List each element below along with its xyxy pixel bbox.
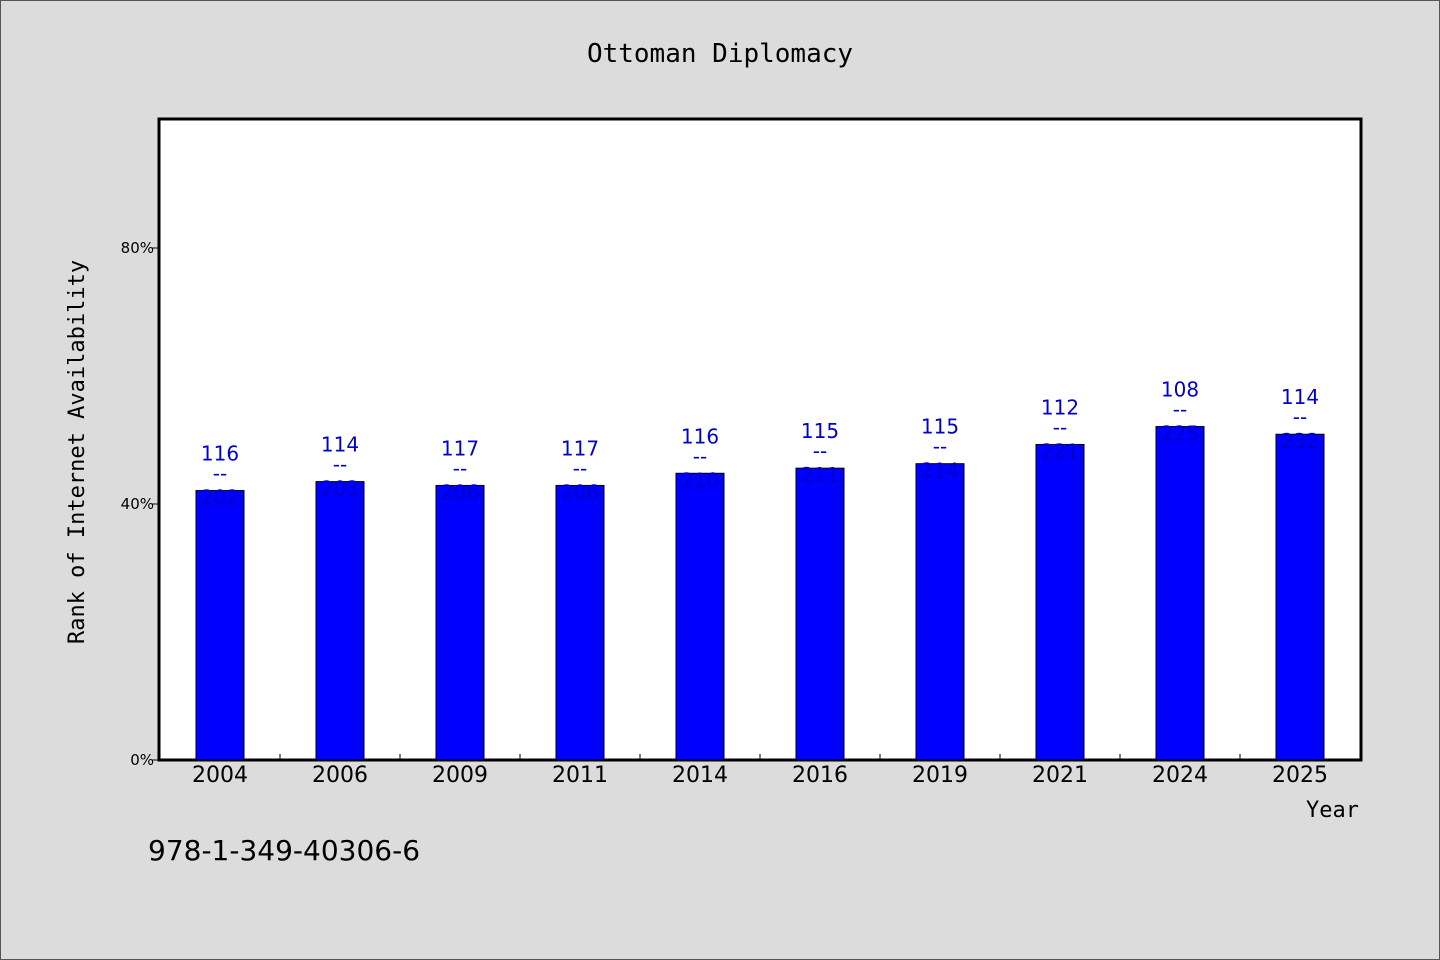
data-label-bottom: 206 — [441, 480, 479, 504]
x-tick-label: 2021 — [1032, 763, 1088, 788]
data-label-top: 114 — [1281, 385, 1319, 409]
x-axis: 2004 2006 2009 2011 2014 2016 2019 2021 2024 2025 — [192, 754, 1328, 788]
data-label-top: 117 — [561, 436, 599, 460]
x-tick-label: 2009 — [432, 763, 488, 788]
data-label-sep: -- — [573, 456, 587, 480]
data-label-2011: 117--206 — [561, 436, 599, 504]
bar-2024 — [1155, 426, 1205, 761]
bar-2009 — [435, 484, 485, 761]
x-tick-label: 2025 — [1272, 763, 1328, 788]
data-label-sep: -- — [1293, 405, 1307, 429]
x-tick-label: 2004 — [192, 763, 248, 788]
data-label-bottom: 214 — [921, 459, 959, 483]
data-label-sep: -- — [213, 462, 227, 486]
chart-title: Ottoman Diplomacy — [587, 39, 853, 69]
bar-2019 — [915, 463, 965, 761]
y-tick-label: 80% — [121, 239, 154, 257]
y-axis: 0% 40% 80% — [121, 239, 160, 769]
y-axis-label: Rank of Internet Availability — [65, 260, 90, 644]
data-label-sep: -- — [1173, 398, 1187, 422]
data-label-sep: -- — [813, 439, 827, 463]
x-tick-label: 2006 — [312, 763, 368, 788]
data-label-2025: 114--232 — [1281, 385, 1319, 453]
data-label-top: 108 — [1161, 378, 1199, 402]
data-label-bottom: 203 — [321, 477, 359, 501]
x-tick-label: 2024 — [1152, 763, 1208, 788]
data-label-sep: -- — [933, 435, 947, 459]
data-label-2009: 117--206 — [441, 436, 479, 504]
y-tick-label: 0% — [130, 751, 154, 769]
data-label-bottom: 210 — [681, 468, 719, 492]
data-label-top: 116 — [681, 424, 719, 448]
x-tick-label: 2011 — [552, 763, 608, 788]
data-label-bottom: 202 — [201, 486, 239, 510]
data-label-2006: 114--203 — [321, 433, 359, 501]
x-tick-label: 2019 — [912, 763, 968, 788]
bar-2016 — [795, 467, 845, 761]
data-label-2021: 112--221 — [1041, 395, 1079, 463]
x-tick-label: 2016 — [792, 763, 848, 788]
data-label-top: 114 — [321, 433, 359, 457]
data-label-sep: -- — [453, 456, 467, 480]
x-tick-label: 2014 — [672, 763, 728, 788]
data-label-bottom: 221 — [1041, 439, 1079, 463]
data-label-2016: 115--211 — [801, 419, 839, 487]
data-label-2024: 108--225 — [1161, 378, 1199, 446]
bar-2011 — [555, 484, 605, 761]
data-label-bottom: 225 — [1161, 422, 1199, 446]
bar-2021 — [1035, 443, 1085, 761]
data-label-top: 112 — [1041, 395, 1079, 419]
data-label-top: 115 — [921, 415, 959, 439]
data-label-2014: 116--210 — [681, 424, 719, 492]
bar-2004 — [195, 490, 245, 761]
y-tick-label: 40% — [121, 495, 154, 513]
data-label-bottom: 206 — [561, 480, 599, 504]
data-label-2019: 115--214 — [921, 415, 959, 483]
footer-isbn: 978-1-349-40306-6 — [148, 834, 421, 867]
bar-2006 — [315, 481, 365, 761]
data-label-bottom: 232 — [1281, 429, 1319, 453]
data-label-top: 115 — [801, 419, 839, 443]
data-label-bottom: 211 — [801, 463, 839, 487]
data-labels: 116--202114--203117--206117--206116--210… — [201, 378, 1319, 510]
data-label-top: 116 — [201, 442, 239, 466]
bar-2014 — [675, 472, 725, 761]
bars — [195, 426, 1325, 761]
data-label-sep: -- — [1053, 415, 1067, 439]
data-label-sep: -- — [693, 444, 707, 468]
data-label-2004: 116--202 — [201, 442, 239, 510]
bar-2025 — [1275, 433, 1325, 761]
data-label-top: 117 — [441, 436, 479, 460]
data-label-sep: -- — [333, 453, 347, 477]
x-axis-label: Year — [1306, 798, 1359, 823]
